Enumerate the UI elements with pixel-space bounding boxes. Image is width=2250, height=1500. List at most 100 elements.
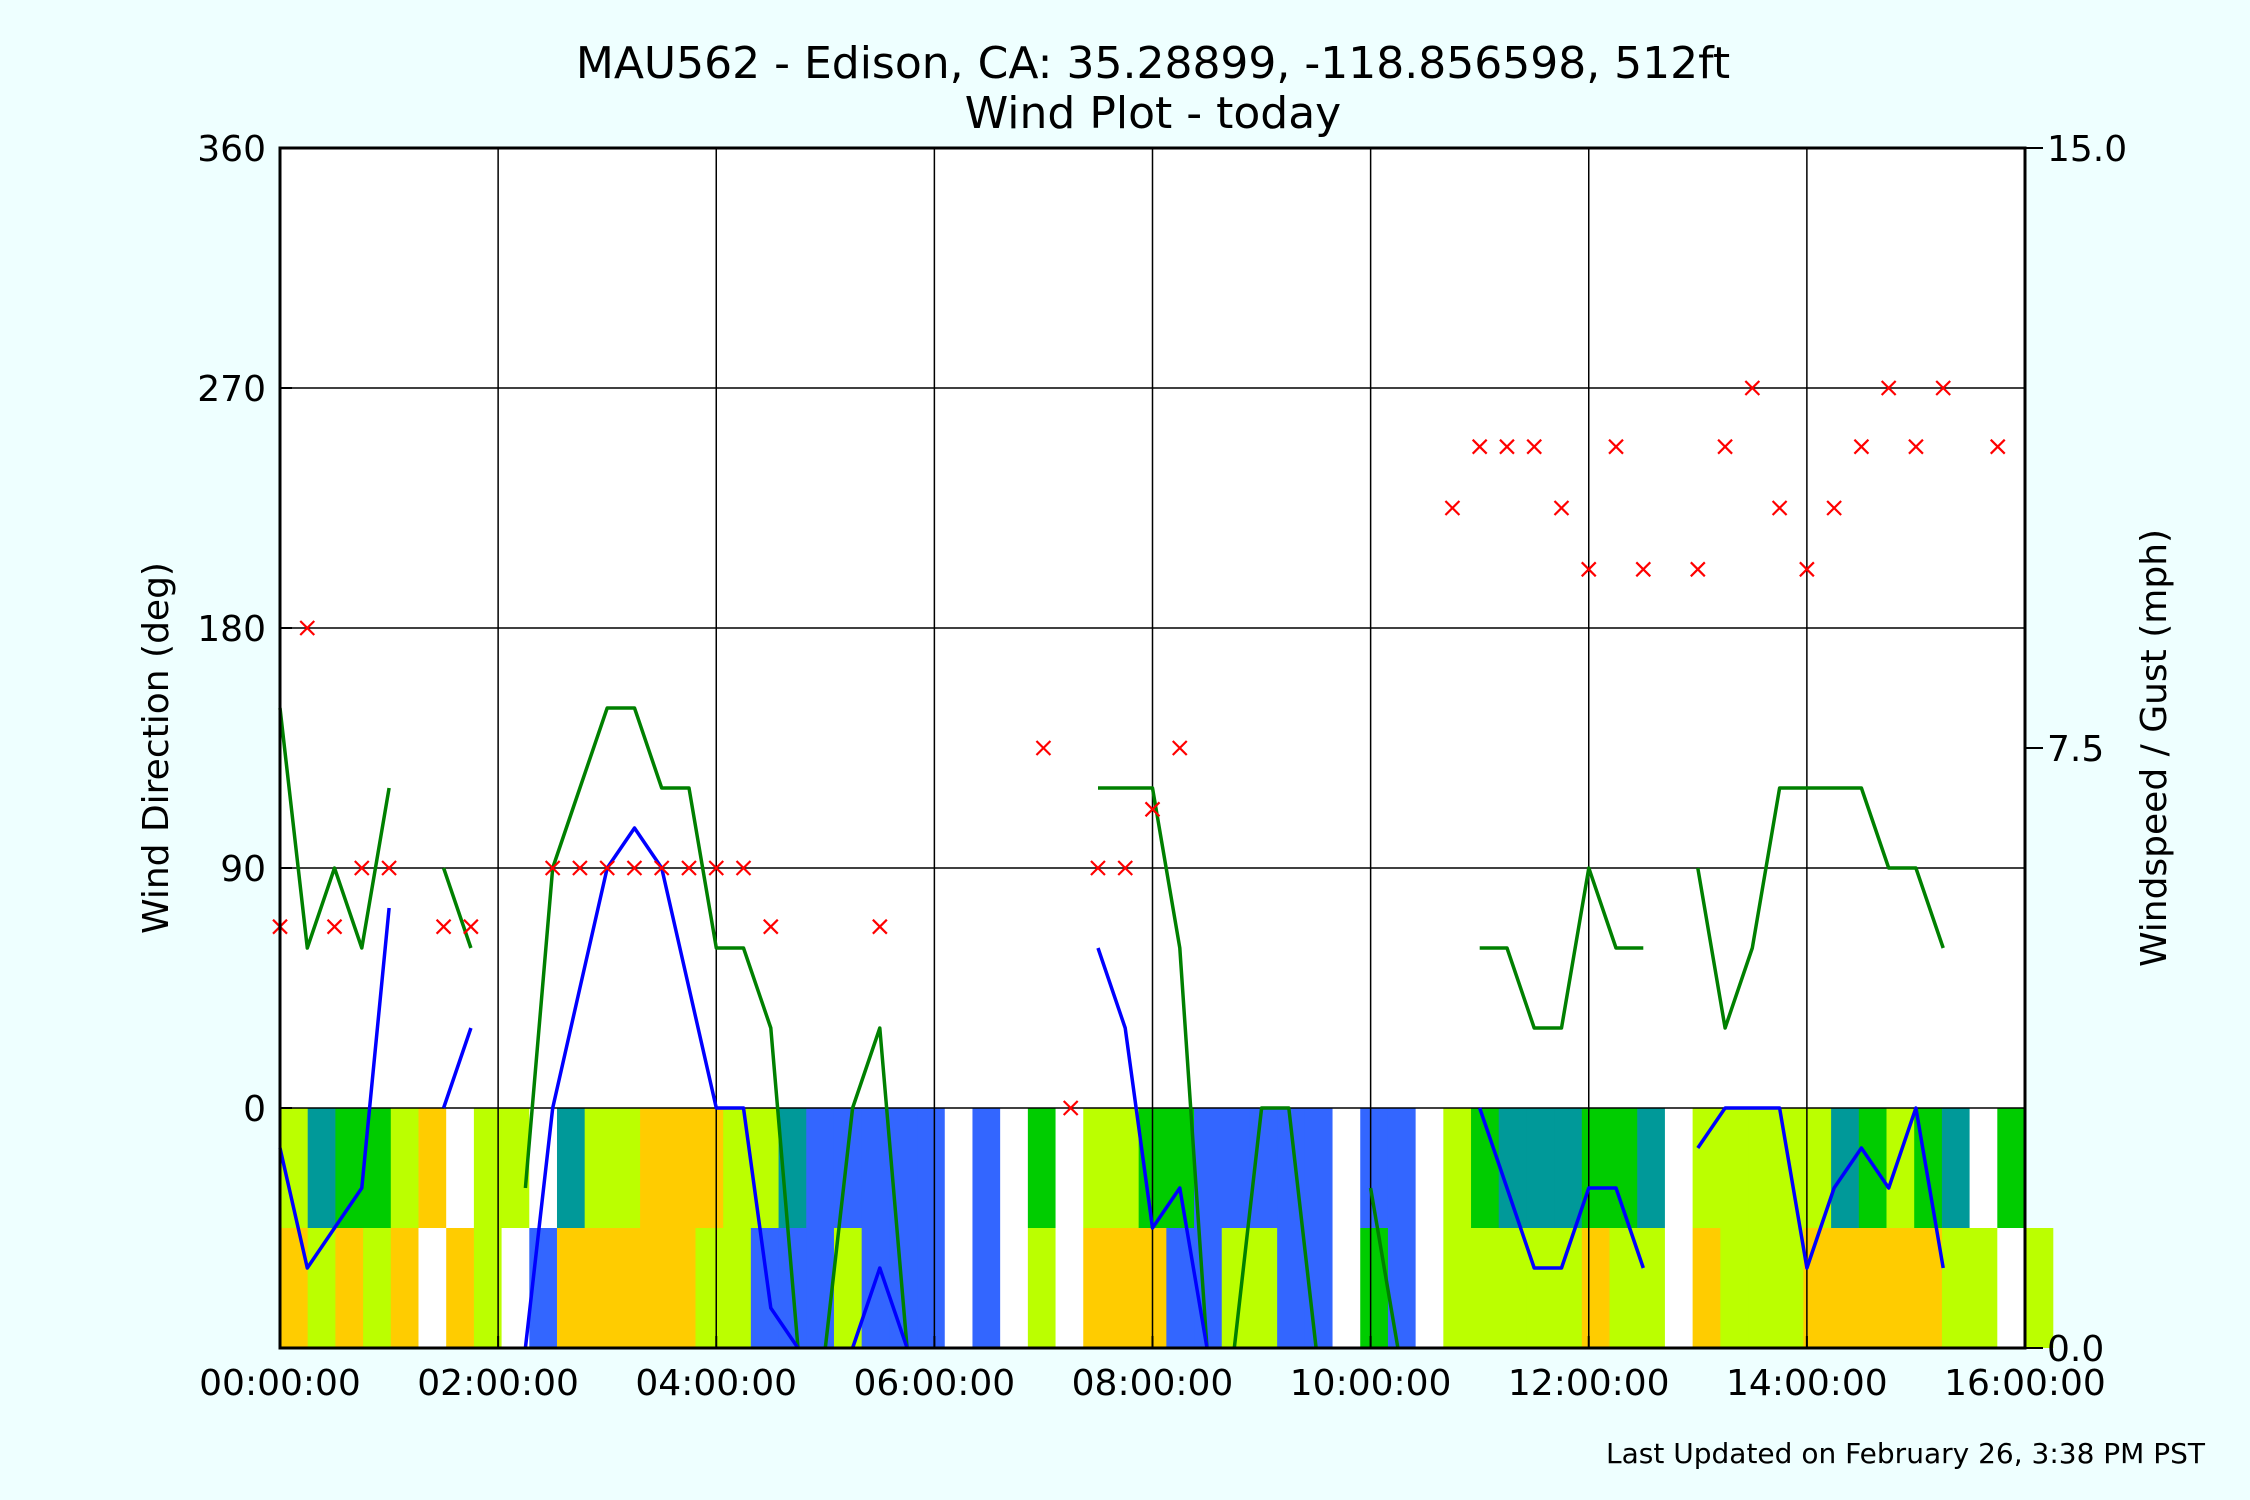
windspeed-line (1478, 1107, 1645, 1270)
heat-cell-lower (418, 1228, 447, 1348)
wind-direction-marker (1799, 561, 1815, 578)
wind-direction-marker (1880, 380, 1897, 396)
heat-cell-lower (640, 1228, 669, 1348)
heat-cell-upper (446, 1108, 475, 1228)
wind-direction-marker (1690, 561, 1706, 578)
heat-cell-upper (1997, 1108, 2026, 1228)
wind-direction-marker (1144, 801, 1161, 818)
x-tick-label: 00:00:00 (199, 1363, 361, 1404)
heat-cell-lower (972, 1228, 1001, 1348)
windspeed-line (850, 1266, 909, 1349)
heat-cell-lower (1941, 1228, 1971, 1348)
x-tick-label: 02:00:00 (417, 1363, 579, 1404)
wind-direction-marker (735, 860, 752, 876)
heat-cell-upper (1083, 1108, 1112, 1228)
heat-cell-upper (1387, 1108, 1417, 1228)
heat-cell-lower (833, 1228, 863, 1348)
heat-cell-upper (1581, 1108, 1611, 1228)
wind-direction-marker (1444, 500, 1461, 516)
wind-direction-marker (1171, 740, 1188, 756)
wind-direction-marker (381, 860, 397, 876)
heat-cell-lower (1969, 1228, 1998, 1348)
gust-line (1368, 1187, 1400, 1349)
heat-cell-upper (667, 1108, 697, 1228)
wind-direction-marker (681, 860, 697, 876)
y-right-tick-label: 15.0 (2047, 129, 2127, 170)
heat-cell-lower (1803, 1228, 1832, 1348)
heat-cell-upper (750, 1108, 780, 1228)
heat-cell-upper (307, 1108, 336, 1228)
heat-cell-upper (584, 1108, 613, 1228)
heat-cell-upper (1000, 1108, 1029, 1228)
heat-cell-upper (556, 1108, 586, 1228)
wind-direction-marker (1499, 438, 1515, 455)
windspeed-line (441, 1027, 473, 1109)
heat-cell-upper (390, 1108, 420, 1228)
wind-direction-marker (544, 860, 561, 876)
gust-line (278, 707, 391, 950)
windspeed-series (278, 826, 1945, 1349)
heat-cell-lower (1249, 1228, 1278, 1348)
heat-cell-lower (1914, 1228, 1943, 1348)
heat-cell-upper (1831, 1108, 1860, 1228)
wind-direction-marker (1635, 561, 1652, 578)
wind-direction-marker (354, 860, 370, 876)
wind-direction-marker (463, 918, 479, 935)
gust-line (1098, 786, 1209, 1349)
heat-cell-upper (1941, 1108, 1971, 1228)
heat-cell-lower (1886, 1228, 1915, 1348)
gust-series (278, 706, 1945, 1349)
heat-cell-upper (529, 1108, 558, 1228)
heat-cell-lower (501, 1228, 530, 1348)
x-tick-label: 10:00:00 (1290, 1363, 1452, 1404)
heat-cell-lower (1027, 1228, 1057, 1348)
gust-line (1479, 866, 1644, 1030)
wind-direction-marker (1580, 561, 1597, 578)
wind-direction-marker (1526, 438, 1542, 455)
heat-cell-upper (1637, 1108, 1666, 1228)
wind-direction-marker (653, 860, 670, 876)
heat-cell-lower (1055, 1228, 1084, 1348)
wind-direction-marker (708, 860, 725, 876)
heat-cell-lower (1609, 1228, 1638, 1348)
wind-direction-marker (1608, 438, 1624, 455)
heat-cell-lower (1997, 1228, 2026, 1348)
chart-subtitle: Wind Plot - today (965, 88, 1341, 139)
heat-cell-lower (1387, 1228, 1417, 1348)
wind-direction-marker (1090, 860, 1106, 876)
heat-cell-lower (723, 1228, 752, 1348)
heat-cell-upper (1055, 1108, 1084, 1228)
heat-cell-lower (1748, 1228, 1777, 1348)
wind-direction-marker (1908, 438, 1924, 455)
heat-cell-lower (2025, 1228, 2054, 1348)
wind-direction-marker (1744, 380, 1761, 396)
heat-cell-upper (1166, 1108, 1195, 1228)
wind-direction-marker (326, 918, 343, 935)
heat-cell-upper (1443, 1108, 1472, 1228)
wind-direction-marker (599, 860, 615, 876)
wind-direction-marker (1471, 438, 1488, 455)
y-left-tick-label: 360 (197, 129, 266, 170)
wind-direction-marker (572, 860, 588, 876)
wind-direction-marker (1553, 500, 1570, 516)
windspeed-line (1096, 947, 1209, 1349)
wind-direction-marker (1035, 740, 1052, 756)
y-left-tick-label: 180 (197, 609, 266, 650)
heat-cell-lower (1858, 1228, 1888, 1348)
wind-direction-marker (1717, 438, 1733, 455)
heat-cell-upper (1692, 1108, 1721, 1228)
heat-cell-lower (584, 1228, 613, 1348)
heat-cell-lower (695, 1228, 724, 1348)
windspeed-line (278, 907, 391, 1270)
heat-cell-lower (1083, 1228, 1112, 1348)
x-tick-label: 06:00:00 (854, 1363, 1016, 1404)
heat-cell-lower (1831, 1228, 1860, 1348)
heat-cell-lower (1360, 1228, 1389, 1348)
heat-cell-lower (556, 1228, 586, 1348)
heat-cell-upper (1526, 1108, 1555, 1228)
heat-cell-upper (1554, 1108, 1583, 1228)
heat-cell-lower (446, 1228, 475, 1348)
heat-cell-lower (1637, 1228, 1666, 1348)
heat-cell-upper (1748, 1108, 1777, 1228)
